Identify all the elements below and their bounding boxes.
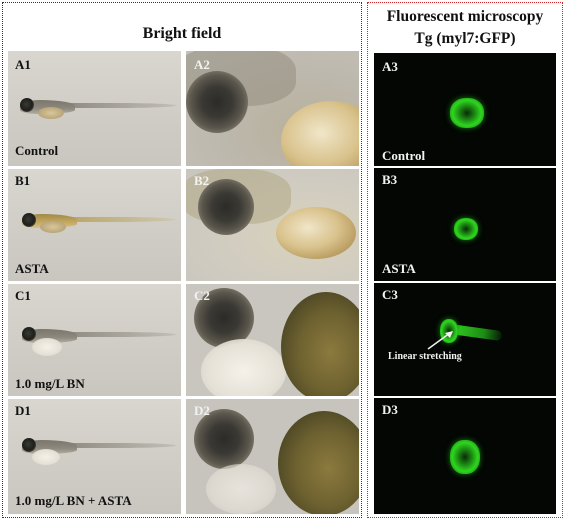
image-c2-zoom: C2 (186, 284, 359, 396)
yolk-sac (276, 207, 356, 259)
larva-eye (22, 213, 36, 227)
eye (194, 288, 254, 348)
label-d3: D3 (382, 402, 398, 417)
gfp-heart (450, 440, 480, 474)
yolk-sac (281, 292, 359, 396)
image-d3-fluorescent: D3 (374, 398, 556, 514)
larva-tail (58, 103, 176, 108)
gfp-heart (450, 98, 484, 128)
image-a1-whole-larva: A1 Control (8, 51, 181, 166)
image-b3-fluorescent: B3 ASTA (374, 168, 556, 281)
arrow-icon (427, 331, 453, 350)
condition-b1: ASTA (15, 261, 49, 276)
label-d1: D1 (15, 403, 31, 418)
image-d2-zoom: D2 (186, 399, 359, 514)
condition-c1: 1.0 mg/L BN (15, 376, 85, 391)
fluorescent-panel: Fluorescent microscopy Tg (myl7:GFP) A3 … (367, 2, 563, 518)
condition-a1: Control (15, 143, 59, 158)
pericardial-region (206, 464, 276, 514)
larva-eye (22, 438, 36, 452)
bright-field-panel: Bright field A1 Control A2 B1 ASTA B2 C1 (2, 2, 362, 518)
gfp-heart (454, 218, 478, 240)
yolk-sac (281, 101, 359, 166)
label-b1: B1 (15, 173, 31, 188)
larva-yolk (40, 221, 66, 233)
image-b2-zoom: B2 (186, 169, 359, 281)
image-d1-whole-larva: D1 1.0 mg/L BN + ASTA (8, 399, 181, 514)
larva-tail (58, 443, 176, 448)
image-b1-whole-larva: B1 ASTA (8, 169, 181, 281)
yolk-sac (278, 411, 359, 514)
larva-yolk (38, 107, 64, 119)
condition-a3: Control (382, 148, 426, 163)
pericardial-edema (201, 339, 286, 396)
label-b2: B2 (194, 173, 210, 188)
label-c2: C2 (194, 288, 210, 303)
eye (194, 409, 254, 469)
image-a3-fluorescent: A3 Control (374, 53, 556, 166)
fluorescent-subtitle: Tg (myl7:GFP) (414, 30, 516, 47)
label-a2: A2 (194, 57, 210, 72)
label-c3: C3 (382, 287, 398, 302)
larva-tail (58, 217, 176, 222)
bright-field-title: Bright field (142, 25, 222, 42)
pericardial-edema (32, 449, 60, 465)
condition-d1: 1.0 mg/L BN + ASTA (15, 493, 132, 508)
label-a1: A1 (15, 57, 31, 72)
image-c3-fluorescent: Linear stretching C3 (374, 283, 556, 396)
eye (198, 179, 254, 235)
larva-tail (58, 332, 176, 337)
image-a2-zoom: A2 (186, 51, 359, 166)
pericardial-edema (32, 338, 62, 356)
annotation-label: Linear stretching (388, 351, 462, 362)
fluorescent-title: Fluorescent microscopy (386, 8, 544, 25)
label-d2: D2 (194, 403, 210, 418)
label-b3: B3 (382, 172, 398, 187)
image-c1-whole-larva: C1 1.0 mg/L BN (8, 284, 181, 396)
larva-eye (20, 98, 34, 112)
eye (186, 71, 248, 133)
label-c1: C1 (15, 288, 31, 303)
condition-b3: ASTA (382, 261, 416, 276)
label-a3: A3 (382, 59, 398, 74)
larva-eye (22, 327, 36, 341)
